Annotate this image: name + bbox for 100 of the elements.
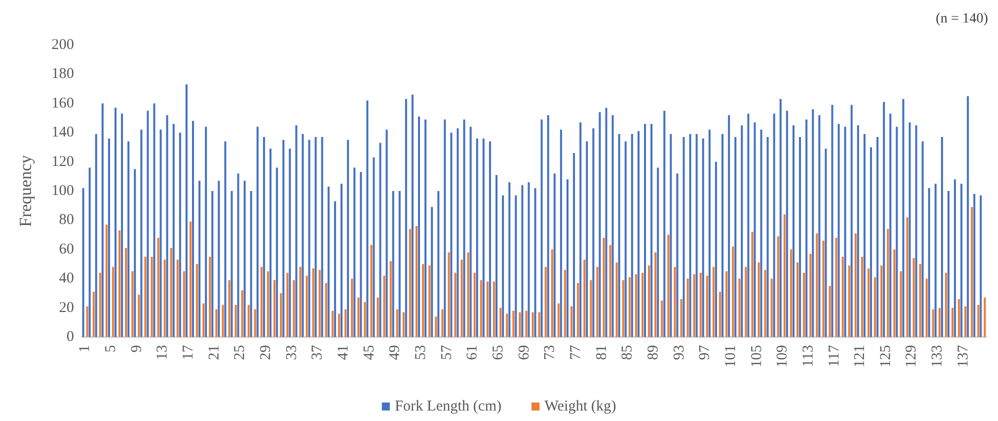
bar [102,103,104,337]
bar [518,312,521,337]
bar [766,136,769,337]
bar [954,179,956,337]
bar [364,302,366,337]
x-tick-label: 105 [748,345,765,368]
bar [638,131,640,337]
bar [493,282,496,337]
bar [818,115,820,337]
bar [176,260,179,337]
bar [642,272,644,337]
bar [525,310,528,337]
bar [164,260,166,337]
bar [618,134,620,337]
bar [405,99,408,337]
bar [248,304,250,337]
bar [192,120,194,337]
bar [790,249,792,337]
bar [922,141,924,337]
bar [886,228,889,337]
bar [900,271,902,337]
bar [721,134,724,337]
bar [622,280,624,337]
bar [654,252,656,337]
bar [321,136,324,337]
bar [318,270,321,337]
bar [558,303,560,337]
bar [127,141,130,337]
bar [609,245,612,337]
bar [312,268,314,337]
bar [190,222,192,337]
x-tick-label: 133 [930,345,946,368]
bar [870,147,872,337]
bar [183,271,186,337]
bar [292,280,295,337]
text: (n = 140) [936,12,988,26]
bar [157,238,160,337]
bar [437,191,440,337]
bar [288,148,291,337]
bar [308,140,310,337]
bar [663,110,666,337]
bar [719,292,722,337]
bar [82,188,84,337]
bar [984,298,986,337]
bar [383,276,386,337]
bar [857,125,860,337]
bar [572,153,575,337]
bar [350,278,353,337]
bar [738,278,740,337]
bar [186,84,188,337]
bar [805,119,808,337]
bar [534,188,536,337]
bar [874,277,876,337]
bar [244,180,246,337]
y-tick-label: 100 [52,183,74,199]
bar [893,249,896,337]
bar [670,134,672,337]
bar [566,179,569,337]
bar [508,182,510,337]
bar [635,274,638,337]
bar [390,261,392,337]
x-tick-label: 109 [774,345,791,368]
bar [908,122,911,337]
bar [241,290,244,337]
bar [448,252,450,337]
bar [831,104,834,337]
x-tick-label: 45 [361,345,378,360]
bar [602,238,605,337]
bar [734,136,736,337]
bar [267,271,270,337]
bar [256,126,259,337]
bar [605,108,608,337]
x-tick-label: 13 [154,345,171,360]
bar [693,274,696,337]
bar [932,309,934,337]
bar [528,182,530,337]
bar [612,115,614,337]
bar [357,298,360,337]
bar [118,230,121,337]
bar [590,280,592,337]
bar [708,130,711,337]
bar [489,141,492,337]
bar [861,256,864,337]
bar [299,266,302,337]
bar [286,272,288,337]
x-tick-label: 17 [180,344,197,360]
x-tick-label: 25 [232,345,248,360]
bar [234,304,237,337]
x-tick-label: 101 [722,345,739,368]
bar [628,277,631,337]
bar [398,191,401,337]
bar [340,184,343,337]
bar [360,172,362,337]
bar [712,266,715,337]
bar [306,276,308,337]
y-tick-label: 40 [59,270,74,287]
bar [915,125,918,337]
bar [631,134,634,337]
x-tick-label: 81 [594,345,610,360]
bar [876,136,878,337]
